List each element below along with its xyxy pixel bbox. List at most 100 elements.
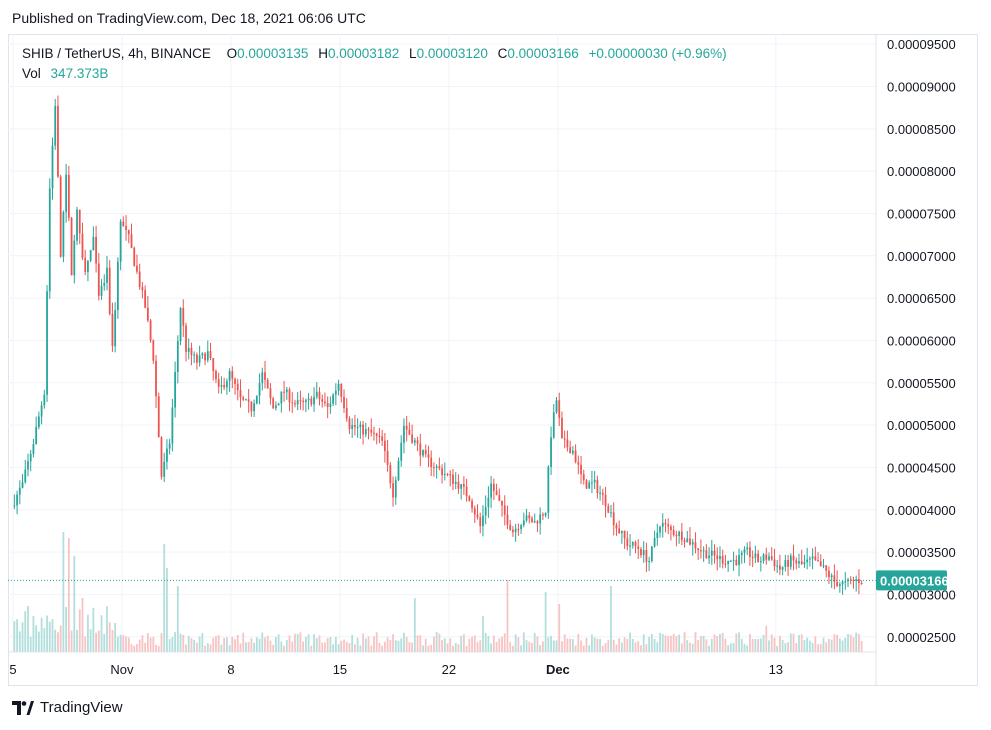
candle-body: [403, 425, 405, 443]
candle-body: [860, 582, 863, 584]
volume-bar: [217, 635, 220, 652]
tradingview-logo-icon[interactable]: [12, 700, 34, 715]
candle-body: [315, 391, 318, 397]
volume-bar: [615, 644, 618, 652]
candle-body: [653, 538, 656, 547]
candle-body: [103, 282, 106, 286]
volume-bar: [334, 636, 337, 652]
candle-body: [307, 398, 310, 401]
candle-body: [302, 400, 305, 403]
candle-body: [694, 542, 697, 549]
volume-bar: [438, 633, 441, 652]
volume-bar: [596, 638, 599, 652]
candle-body: [798, 561, 800, 564]
candle-body: [351, 425, 354, 429]
volume-bar: [849, 634, 852, 652]
volume-bar: [321, 642, 324, 652]
volume-bar: [413, 598, 416, 652]
volume-bar: [275, 637, 277, 652]
high-value: 0.00003182: [327, 46, 400, 61]
candle-body: [277, 403, 280, 406]
candle-body: [174, 371, 176, 408]
candle-body: [501, 500, 503, 506]
candle-body: [283, 391, 285, 393]
volume-bar: [781, 639, 784, 652]
volume-bar: [285, 640, 288, 652]
candle-body: [476, 514, 479, 518]
candle-body: [610, 512, 612, 514]
volume-bar: [223, 637, 226, 652]
volume-bar: [67, 538, 70, 652]
last-price-tag: 0.00003166: [876, 570, 949, 591]
volume-bar: [719, 633, 721, 652]
candle-body: [362, 424, 364, 435]
volume-bar: [650, 633, 653, 652]
volume-bar: [247, 642, 250, 652]
candle-body: [525, 515, 528, 521]
volume-bar: [833, 634, 836, 652]
candle-body: [729, 560, 732, 562]
price-axis: 0.00009500 0.00009000 0.00008500 0.00008000…: [887, 37, 956, 645]
volume-bar: [743, 643, 746, 652]
candle-body: [588, 482, 591, 489]
volume-bar: [424, 638, 427, 652]
time-tick-label: 13: [769, 662, 783, 677]
candle-body: [285, 389, 288, 393]
candle-body: [166, 448, 168, 462]
volume-bar: [116, 636, 119, 652]
volume-bar: [852, 637, 855, 652]
volume-bar: [92, 607, 95, 652]
candle-body: [288, 389, 291, 403]
legend-symbol[interactable]: SHIB / TetherUS, 4h, BINANCE: [22, 46, 211, 61]
volume-bar: [236, 634, 239, 652]
volume-bar: [37, 631, 40, 652]
candle-body: [40, 405, 43, 417]
candle-body: [795, 560, 798, 564]
volume-bar: [509, 641, 512, 652]
candle-body: [697, 548, 700, 551]
volume-bar: [789, 633, 792, 652]
volume-bar: [57, 632, 59, 652]
volume-bar: [683, 632, 686, 652]
volume-bar: [182, 634, 185, 652]
volume-bar: [566, 638, 569, 652]
candle-body: [92, 236, 95, 251]
volume-bar: [405, 636, 408, 652]
volume-bar: [389, 639, 392, 652]
candle-body: [422, 450, 424, 456]
candle-body: [250, 401, 253, 412]
candle-body: [596, 479, 599, 494]
time-tick-label: 15: [333, 662, 347, 677]
volume-bar: [855, 632, 858, 652]
volume-bar: [672, 634, 675, 652]
chart-canvas[interactable]: 0.00009500 0.00009000 0.00008500 0.00008000…: [8, 34, 978, 686]
candle-body: [386, 451, 389, 465]
candle-body: [231, 371, 234, 379]
volume-bar: [119, 634, 122, 652]
candle-body: [294, 403, 296, 405]
candle-body: [612, 512, 615, 526]
candle-body: [116, 261, 119, 310]
candle-body: [242, 397, 245, 400]
volume-bar: [710, 638, 713, 652]
candle-body: [569, 447, 572, 454]
volume-bar: [212, 637, 215, 652]
volume-bar: [209, 644, 212, 652]
volume-bar: [348, 643, 351, 652]
candle-body: [438, 466, 441, 469]
volume-bar: [27, 605, 29, 652]
candle-body: [157, 396, 160, 438]
candle-body: [449, 474, 452, 476]
volume-bar: [307, 634, 310, 652]
volume-bar: [563, 634, 566, 652]
candle-body: [806, 559, 809, 563]
candle-body: [168, 443, 171, 449]
candle-body: [258, 383, 261, 396]
volume-bar: [427, 645, 430, 652]
candle-body: [364, 429, 367, 435]
volume-bar: [206, 643, 209, 652]
time-tick-label: 22: [442, 662, 456, 677]
volume-bar: [694, 632, 697, 652]
volume-bar: [847, 633, 849, 652]
candle-body: [558, 400, 561, 418]
